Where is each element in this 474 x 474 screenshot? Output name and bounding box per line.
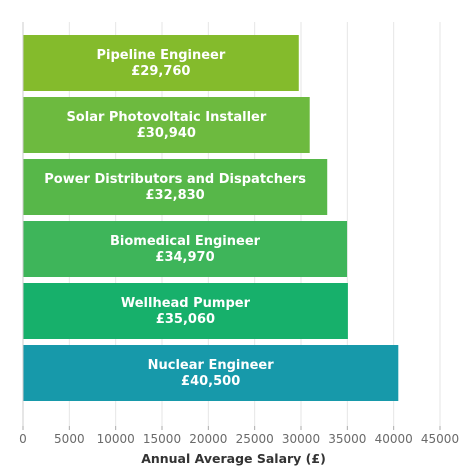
bars: Pipeline Engineer£29,760 Solar Photovolta…	[23, 35, 399, 401]
bar-category-label: Power Distributors and Dispatchers	[44, 172, 306, 187]
x-tick-label: 0	[19, 432, 27, 446]
bar-category-label: Wellhead Pumper	[121, 296, 251, 311]
x-axis-ticks: 0 5000 10000 15000 20000 25000 30000 35000 40000…	[19, 426, 459, 446]
bar	[23, 221, 348, 277]
bar-value-label: £30,940	[137, 126, 196, 141]
x-tick-label: 30000	[282, 432, 320, 446]
x-tick-label: 35000	[328, 432, 366, 446]
bar	[23, 283, 348, 339]
bar-category-label: Nuclear Engineer	[148, 358, 275, 373]
x-tick-label: 15000	[143, 432, 181, 446]
x-tick-label: 5000	[54, 432, 85, 446]
bar	[23, 345, 399, 401]
x-tick-label: 10000	[97, 432, 135, 446]
bar-value-label: £40,500	[181, 374, 240, 389]
bar-value-label: £32,830	[146, 188, 205, 203]
bar-category-label: Biomedical Engineer	[110, 234, 261, 249]
bar-value-label: £34,970	[155, 250, 214, 265]
x-tick-label: 40000	[375, 432, 413, 446]
x-tick-label: 45000	[421, 432, 459, 446]
bar-value-label: £35,060	[156, 312, 215, 327]
bar	[23, 35, 299, 91]
bar-value-label: £29,760	[131, 64, 190, 79]
bar-category-label: Solar Photovoltaic Installer	[66, 110, 266, 125]
x-tick-label: 20000	[189, 432, 227, 446]
bar-category-label: Pipeline Engineer	[96, 48, 225, 63]
x-tick-label: 25000	[236, 432, 274, 446]
bar	[23, 97, 310, 153]
bar	[23, 159, 328, 215]
x-axis-title: Annual Average Salary (£)	[141, 451, 326, 466]
